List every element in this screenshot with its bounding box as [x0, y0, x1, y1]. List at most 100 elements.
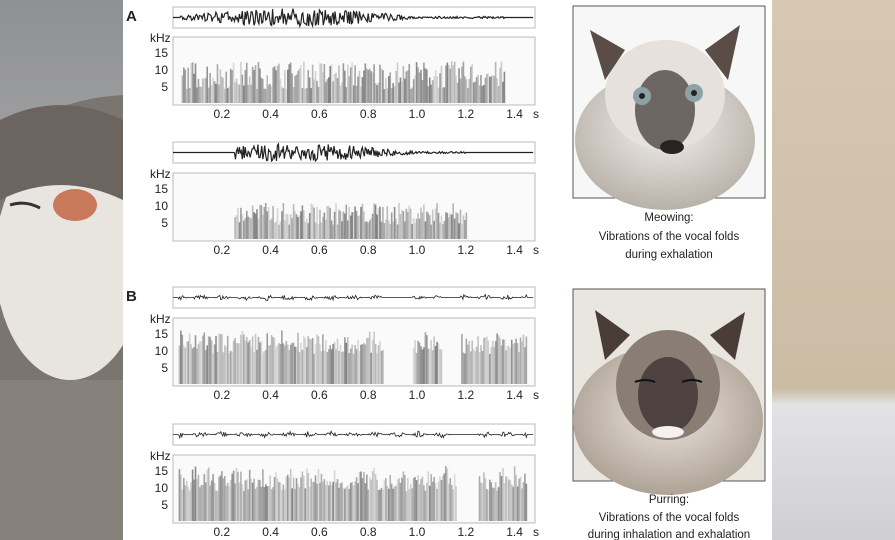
spectrogram-band: [361, 478, 364, 521]
spectrogram-band: [314, 222, 317, 239]
spectrogram-band: [524, 473, 526, 521]
spectrogram-band: [295, 478, 298, 521]
spectrogram-band: [390, 483, 393, 521]
spectrogram-band: [333, 341, 336, 384]
spectrogram-band: [178, 345, 181, 384]
spectrogram-band: [512, 486, 515, 521]
spectrogram-band: [284, 345, 286, 384]
spectrogram-band: [270, 489, 273, 521]
spectrogram-band: [430, 224, 433, 239]
spectrogram-band: [221, 471, 223, 521]
spectrogram-band: [264, 88, 267, 103]
spectrogram-band: [304, 88, 307, 103]
spectrogram-band: [244, 218, 247, 239]
spectrogram-band: [256, 209, 258, 239]
spectrogram-band: [243, 85, 245, 103]
spectrogram-band: [396, 479, 399, 521]
spectrogram-band: [420, 479, 422, 521]
spectrogram-band: [263, 88, 266, 103]
spectrogram-band: [502, 339, 504, 384]
spectrogram-band: [412, 218, 415, 239]
spectrogram-band: [374, 204, 377, 239]
spectrogram-band: [314, 475, 317, 521]
spectrogram-band: [430, 474, 433, 521]
spectrogram-band: [385, 219, 387, 239]
spectrogram-band: [408, 64, 411, 103]
spectrogram-band: [291, 342, 293, 384]
spectrogram-band: [269, 83, 271, 103]
spectrogram-band: [329, 345, 332, 384]
spectrogram-band: [267, 84, 270, 103]
spectrogram-band: [317, 468, 320, 521]
spectrogram-band: [519, 337, 522, 384]
spectrogram-band: [193, 346, 195, 384]
spectrogram-band: [352, 85, 355, 103]
spectrogram-band: [332, 343, 334, 384]
spectrogram-band: [446, 468, 449, 521]
spectrogram-band: [264, 350, 267, 384]
x-tick-label: 1.4: [506, 388, 523, 402]
spectrogram-band: [257, 479, 260, 521]
spectrogram-band: [443, 87, 446, 103]
spectrogram-band: [361, 77, 364, 103]
spectrogram-band: [281, 330, 283, 384]
left-photo: [0, 0, 145, 540]
spectrogram-band: [322, 216, 324, 239]
spectrogram-band: [313, 79, 315, 103]
x-tick-label: 0.4: [262, 525, 279, 539]
spectrogram-band: [453, 61, 456, 103]
spectrogram-band: [245, 210, 248, 239]
spectrogram-band: [193, 479, 195, 521]
spectrogram-band: [382, 350, 384, 384]
photo-caption: Meowing:: [644, 212, 693, 224]
spectrogram-band: [389, 224, 392, 239]
spectrogram-band: [305, 347, 308, 384]
spectrogram-band: [525, 336, 528, 384]
spectrogram-band: [266, 486, 269, 521]
spectrogram-band: [376, 85, 378, 103]
spectrogram-band: [342, 63, 345, 103]
spectrogram-band: [203, 332, 206, 384]
spectrogram-band: [320, 473, 323, 521]
spectrogram-band: [294, 211, 296, 239]
spectrogram-band: [379, 340, 381, 384]
spectrogram-band: [488, 353, 491, 384]
spectrogram-band: [279, 482, 282, 521]
spectrogram-band: [382, 489, 384, 521]
spectrogram-band: [188, 333, 191, 384]
spectrogram-band: [468, 340, 471, 384]
spectrogram-band: [295, 74, 298, 103]
spectrogram-band: [395, 218, 397, 239]
spectrogram-band: [232, 340, 235, 384]
spectrogram-band: [221, 76, 223, 103]
spectrogram-band: [439, 222, 441, 239]
spectrogram-band: [311, 338, 314, 384]
spectrogram-band: [253, 478, 255, 521]
spectrogram-band: [329, 208, 332, 239]
spectrogram-band: [311, 64, 314, 103]
spectrogram-band: [363, 211, 365, 239]
spectrogram-band: [385, 77, 387, 103]
spectrogram-band: [423, 204, 425, 239]
spectrogram-band: [262, 469, 264, 521]
spectrogram-band: [229, 68, 232, 103]
spectrogram-band: [515, 338, 517, 384]
spectrogram-band: [494, 341, 497, 384]
spectrogram-band: [213, 81, 216, 103]
spectrogram-band: [399, 482, 402, 521]
spectrogram-band: [285, 341, 288, 384]
spectrogram-band: [351, 212, 353, 239]
spectrogram-band: [367, 69, 370, 103]
spectrogram-band: [223, 475, 226, 521]
spectrogram-band: [401, 477, 403, 521]
spectrogram-band: [355, 210, 358, 239]
spectrogram-band: [332, 481, 334, 521]
spectrogram-band: [180, 330, 182, 384]
spectrogram-band: [469, 66, 472, 103]
spectrogram-band: [335, 72, 337, 103]
spectrogram-band: [210, 480, 213, 521]
spectrogram-band: [424, 221, 427, 239]
spectrogram-band: [493, 75, 495, 103]
spectrogram-band: [474, 81, 476, 103]
spectrogram-band: [386, 485, 389, 521]
